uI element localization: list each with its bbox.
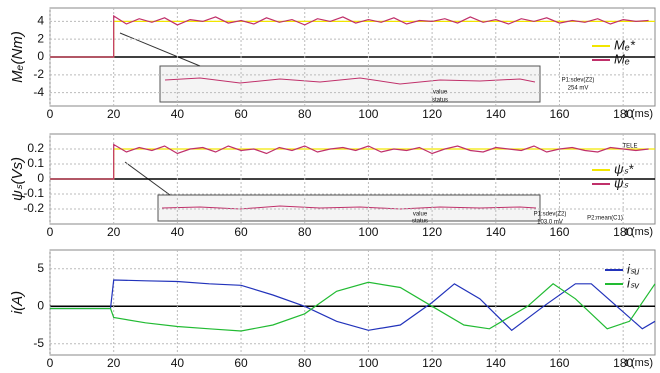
x-tick-label: 0 [47,356,54,370]
series-line [50,16,649,57]
annotation: 103.0 mV [537,220,563,226]
x-tick-label: 20 [107,107,121,121]
annotation: P1:sdev(Z2) [562,78,595,84]
legend-label: ψₛ* [614,161,634,176]
x-tick-label: 40 [171,225,185,239]
inset-2 [125,162,540,221]
x-tick-label: 120 [422,107,442,121]
annotation: TELE [622,144,637,150]
y-tick-label: 0.2 [27,141,44,155]
chart: 420-2-4020406080100120140160180t (ms)Mₑ(… [0,0,660,373]
x-tick-label: 100 [358,225,378,239]
legend-label: ψₛ [614,175,628,190]
page: 420-2-4020406080100120140160180t (ms)Mₑ(… [0,0,660,373]
annotation: 254 mV [568,86,589,92]
legend-label: Mₑ [614,51,630,66]
x-tick-label: 160 [549,356,569,370]
x-tick-label: 160 [549,225,569,239]
x-tick-label: 100 [358,107,378,121]
y-tick-label: -5 [33,336,44,350]
x-tick-label: 120 [422,225,442,239]
x-tick-label: 60 [234,107,248,121]
series-line [50,280,655,330]
annotation: status [412,219,428,225]
x-axis-label: t (ms) [625,226,653,238]
legend-label: iₛᵤ [627,261,640,276]
legend-label: Mₑ* [614,37,636,52]
x-tick-label: 160 [549,107,569,121]
x-tick-label: 140 [486,356,506,370]
legend-label: iₛᵥ [627,275,640,290]
annotation: status [432,98,448,104]
x-tick-label: 0 [47,107,54,121]
x-tick-label: 140 [486,107,506,121]
x-tick-label: 0 [47,225,54,239]
y-tick-label: 0 [37,298,44,312]
series-line [50,145,649,180]
x-axis-label: t (ms) [625,357,653,369]
annotation: P2:mean(C1) [587,216,623,222]
x-tick-label: 40 [171,356,185,370]
inset-box [160,66,540,102]
y-tick-label: -2 [33,67,44,81]
y-tick-label: -0.2 [23,201,44,215]
annotation: value [413,212,428,218]
x-tick-label: 60 [234,225,248,239]
y-tick-label: 0 [37,49,44,63]
y-tick-label: 0.1 [27,156,44,170]
x-tick-label: 140 [486,225,506,239]
inset-1 [120,33,540,102]
y-axis-label: i(A) [9,291,26,314]
plot-area [50,250,655,355]
y-tick-label: 4 [37,14,44,28]
y-axis-label: ψₛ(Vs) [9,157,26,201]
zoom-arrow [120,33,200,66]
x-tick-label: 40 [171,107,185,121]
x-axis-label: t (ms) [625,108,653,120]
y-tick-label: -4 [33,85,44,99]
x-tick-label: 120 [422,356,442,370]
x-tick-label: 20 [107,356,121,370]
y-axis-label: Mₑ(Nm) [9,31,26,83]
y-tick-label: -0.1 [23,186,44,200]
x-tick-label: 20 [107,225,121,239]
x-tick-label: 80 [298,107,312,121]
series-line [50,149,655,179]
annotation: P1:sdev(Z2) [534,212,567,218]
x-tick-label: 80 [298,225,312,239]
series-line [50,21,655,57]
y-tick-label: 5 [37,261,44,275]
x-tick-label: 100 [358,356,378,370]
y-tick-label: 0 [37,171,44,185]
x-tick-label: 80 [298,356,312,370]
annotation: value [433,90,448,96]
x-tick-label: 60 [234,356,248,370]
y-tick-label: 2 [37,31,44,45]
